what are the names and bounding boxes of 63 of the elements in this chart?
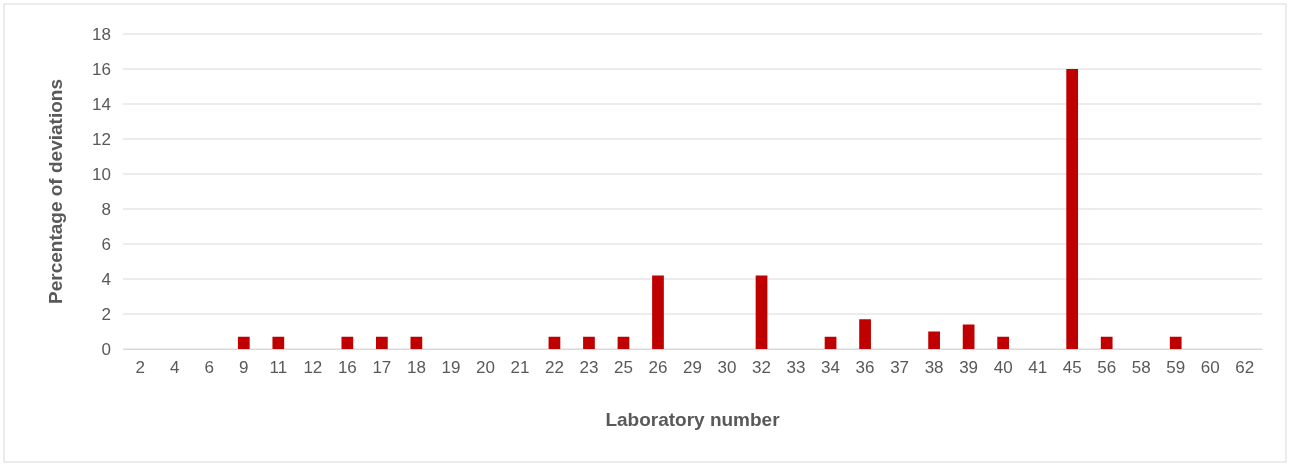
x-tick-label: 60 (1200, 358, 1220, 378)
y-tick-label: 6 (101, 234, 111, 254)
x-tick-label: 22 (544, 358, 564, 378)
bar (237, 336, 250, 349)
x-tick-label: 16 (337, 358, 357, 378)
x-tick-label: 4 (170, 358, 180, 378)
x-tick-label: 39 (959, 358, 979, 378)
x-tick-label: 17 (372, 358, 392, 378)
x-tick-label: 12 (303, 358, 323, 378)
y-tick-label: 8 (101, 199, 111, 219)
x-tick-label: 33 (786, 358, 806, 378)
x-tick-label: 18 (406, 358, 426, 378)
x-tick-label: 23 (579, 358, 599, 378)
bar (341, 336, 354, 349)
y-tick-label: 12 (92, 129, 111, 149)
y-tick-label: 18 (92, 24, 111, 44)
y-tick-label: 14 (92, 94, 111, 114)
x-tick-label: 30 (717, 358, 737, 378)
y-tick-label: 10 (92, 164, 111, 184)
bar (376, 336, 388, 349)
bar (410, 336, 423, 349)
y-tick-label: 4 (101, 269, 111, 289)
bar (272, 336, 285, 349)
bar (755, 275, 768, 349)
y-tick-label: 16 (92, 59, 111, 79)
bar (1169, 336, 1182, 349)
x-tick-label: 37 (890, 358, 910, 378)
x-tick-label: 6 (204, 358, 215, 378)
bar (859, 319, 871, 349)
bar (824, 336, 837, 349)
x-tick-label: 40 (993, 358, 1013, 378)
x-tick-label: 62 (1235, 358, 1255, 378)
x-tick-label: 9 (239, 358, 249, 378)
x-tick-label: 58 (1131, 358, 1151, 378)
y-tick-label: 0 (101, 339, 111, 359)
bar (583, 336, 595, 349)
x-tick-label: 29 (683, 358, 702, 378)
x-tick-label: 2 (135, 358, 145, 378)
x-tick-label: 36 (855, 358, 875, 378)
bar (962, 324, 975, 349)
x-tick-label: 56 (1097, 358, 1117, 378)
x-tick-label: 26 (648, 358, 668, 378)
y-tick-label: 2 (101, 304, 111, 324)
bar (617, 336, 630, 349)
bar (1066, 69, 1079, 349)
x-tick-label: 19 (441, 358, 461, 378)
y-axis-title: Percentage of deviations (45, 79, 66, 304)
x-tick-label: 34 (821, 358, 841, 378)
x-axis-title: Laboratory number (605, 409, 781, 430)
bar (928, 331, 940, 349)
bar (1100, 336, 1113, 349)
bar (997, 336, 1009, 349)
x-tick-label: 45 (1062, 358, 1082, 378)
x-tick-label: 59 (1166, 358, 1186, 378)
bar (548, 336, 561, 349)
x-tick-label: 20 (475, 358, 495, 378)
x-tick-label: 32 (752, 358, 771, 378)
bar (652, 275, 664, 349)
x-tick-label: 25 (614, 358, 633, 378)
x-tick-label: 41 (1028, 358, 1048, 378)
x-tick-label: 21 (510, 358, 530, 378)
x-tick-label: 38 (924, 358, 944, 378)
x-tick-label: 11 (269, 358, 288, 378)
